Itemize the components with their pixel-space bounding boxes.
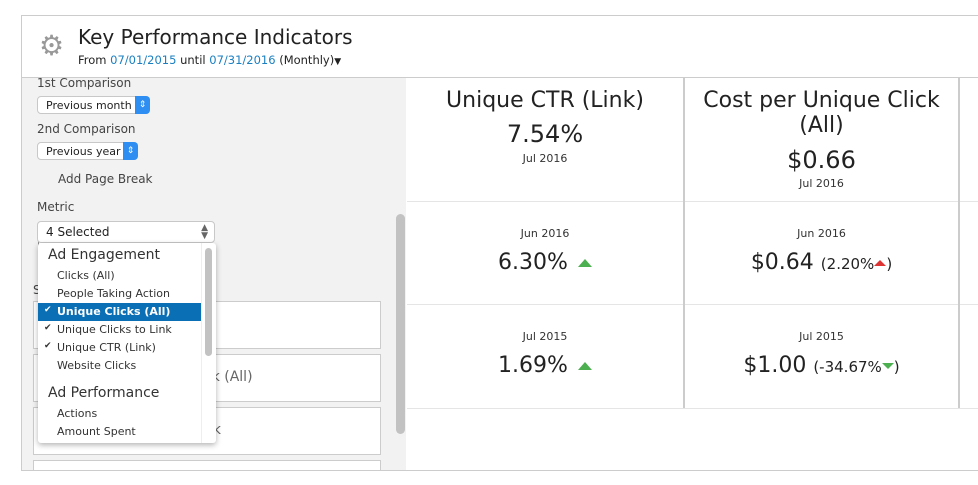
kpi-current-value: 7.54% [506,120,584,148]
kpi-current-period: Jul 2016 [522,152,568,165]
select-arrows-icon: ⇕ [123,142,138,160]
group-ad-performance: Ad Performance [48,385,160,401]
metric-label: Metric [37,200,75,214]
first-comparison-label: 1st Comparison [37,76,132,90]
metric-multiselect[interactable]: 4 Selected ▲ ▼ [37,221,215,243]
option-unique-clicks-to-link[interactable]: ✔ Unique Clicks to Link [38,321,201,339]
metric-box[interactable] [33,460,381,470]
second-comparison-label: 2nd Comparison [37,122,136,136]
dropdown-scroll-track [201,243,202,443]
paren: ) [893,358,900,376]
kpi-cmp2: $1.00 (-34.67%) [685,353,958,378]
kpi-cmp1-value: $0.64 [750,250,814,275]
kpi-current-value: $0.66 [787,146,856,174]
up-down-arrows-icon: ▲ ▼ [201,223,208,241]
kpi-cmp1-period: Jun 2016 [797,227,846,240]
option-amount-spent[interactable]: Amount Spent [38,423,201,441]
metric-dropdown-list[interactable]: Ad Engagement Clicks (All) People Taking… [38,243,216,443]
first-comparison-select[interactable]: Previous month ⇕ [37,96,150,114]
kpi-cmp2: 1.69% [407,353,683,378]
trend-up-red-icon [874,260,887,266]
until-label: until [180,53,206,67]
panel-scrollbar[interactable] [396,214,405,434]
paren: ) [886,255,893,273]
select-value: Previous month [46,99,132,112]
from-label: From [78,53,107,67]
trend-up-icon [577,362,592,370]
gear-icon[interactable]: ⚙ [39,29,65,62]
option-clicks-all[interactable]: Clicks (All) [38,267,201,285]
kpi-grid: Unique CTR (Link) 7.54% Jul 2016 Jun 201… [407,78,978,470]
kpi-row-cmp1 [407,202,978,305]
kpi-cmp2-value: 1.69% [498,353,568,378]
page-title: Key Performance Indicators [78,25,353,49]
kpi-cmp1: 6.30% [407,250,683,275]
kpi-cmp1-period: Jun 2016 [520,227,570,240]
check-icon: ✔ [44,323,52,333]
kpi-title: Unique CTR (Link) [446,88,644,113]
option-label: Unique Clicks (All) [57,305,171,318]
metric-box-label: ck (All) [204,369,253,385]
from-date-link[interactable]: 07/01/2015 [110,53,177,67]
option-actions[interactable]: Actions [38,405,201,423]
kpi-cmp1: $0.64 (2.20%) [685,250,958,275]
trend-down-green-icon [881,363,894,369]
date-range[interactable]: From 07/01/2015 until 07/31/2016 (Monthl… [78,53,341,67]
settings-panel: 1st Comparison Previous month ⇕ 2nd Compa… [22,76,406,470]
option-label: Actions [57,407,98,420]
kpi-cmp2-period: Jul 2015 [522,330,568,343]
option-unique-clicks-all[interactable]: ✔ Unique Clicks (All) [38,303,201,321]
option-unique-ctr-link[interactable]: ✔ Unique CTR (Link) [38,339,201,357]
until-date-link[interactable]: 07/31/2016 [209,53,276,67]
dropdown-scrollbar[interactable] [205,248,212,356]
report-frame: ⚙ Key Performance Indicators From 07/01/… [21,15,978,471]
select-value: Previous year [46,145,121,158]
option-label: People Taking Action [57,287,171,300]
option-label: Unique Clicks to Link [57,323,172,336]
option-label: Amount Spent [57,425,136,438]
kpi-cmp1-value: 6.30% [498,250,568,275]
option-label: Clicks (All) [57,269,115,282]
option-label: Unique CTR (Link) [57,341,156,354]
kpi-row-cmp2 [407,305,978,409]
option-website-clicks[interactable]: Website Clicks [38,357,201,375]
option-label: Website Clicks [57,359,137,372]
kpi-card-unique-ctr: Unique CTR (Link) 7.54% Jul 2016 Jun 201… [407,78,685,408]
kpi-card-cost-per-unique-click: Cost per Unique Click (All) $0.66 Jul 20… [685,78,960,408]
report-header: ⚙ Key Performance Indicators From 07/01/… [22,16,978,78]
kpi-row-current [407,78,978,202]
kpi-cmp2-period: Jul 2015 [799,330,844,343]
second-comparison-select[interactable]: Previous year ⇕ [37,142,138,160]
trend-up-icon [577,259,592,267]
group-ad-engagement: Ad Engagement [48,247,160,263]
kpi-cmp1-change: (2.20% [820,255,875,273]
check-icon: ✔ [44,305,52,315]
section-label: S [33,283,41,297]
kpi-cmp2-change: (-34.67% [813,358,882,376]
kpi-cmp2-value: $1.00 [743,353,807,378]
check-icon: ✔ [44,341,52,351]
kpi-current-period: Jul 2016 [799,177,844,190]
option-people-taking-action[interactable]: People Taking Action [38,285,201,303]
select-arrows-icon: ⇕ [135,96,150,114]
caret-down-icon[interactable]: ▼ [334,57,342,67]
metric-value: 4 Selected [46,225,110,239]
page-break-label: Add Page Break [58,172,153,186]
period-label: (Monthly) [279,53,335,67]
kpi-title: Cost per Unique Click (All) [703,88,940,138]
